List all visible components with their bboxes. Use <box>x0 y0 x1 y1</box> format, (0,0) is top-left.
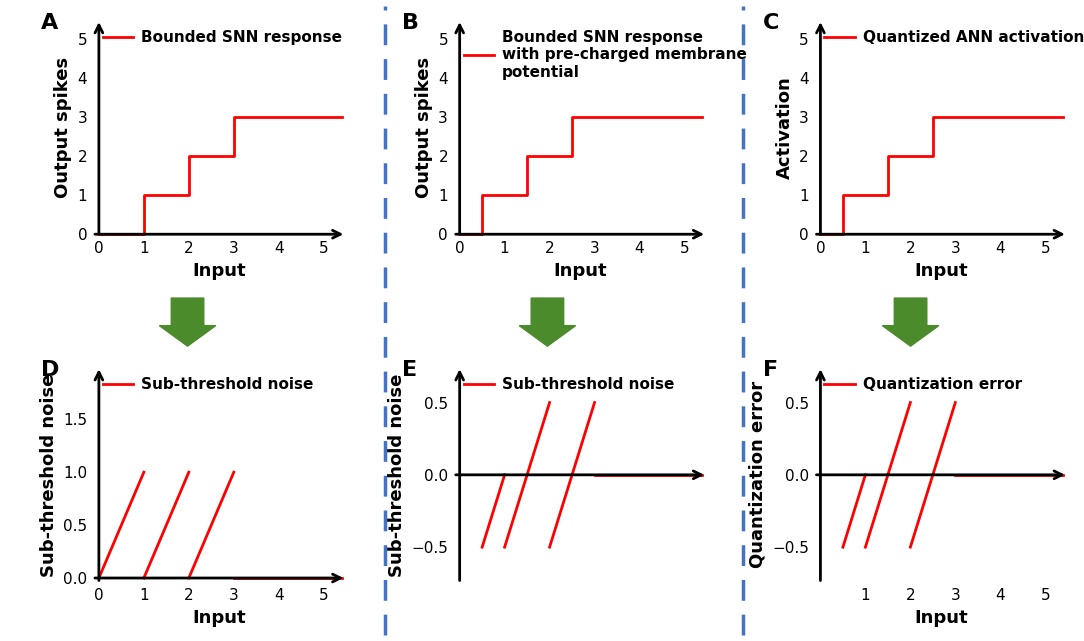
Legend: Bounded SNN response
with pre-charged membrane
potential: Bounded SNN response with pre-charged me… <box>461 27 750 83</box>
Text: C: C <box>763 13 779 33</box>
Y-axis label: Sub-threshold noise: Sub-threshold noise <box>388 373 405 576</box>
X-axis label: Input: Input <box>914 262 968 279</box>
X-axis label: Input: Input <box>192 262 246 279</box>
Y-axis label: Quantization error: Quantization error <box>748 381 766 569</box>
Legend: Quantized ANN activation: Quantized ANN activation <box>822 27 1084 48</box>
Text: A: A <box>41 13 59 33</box>
Text: E: E <box>402 360 417 380</box>
Text: B: B <box>402 13 420 33</box>
Y-axis label: Activation: Activation <box>775 76 793 179</box>
Y-axis label: Output spikes: Output spikes <box>54 57 72 198</box>
Legend: Bounded SNN response: Bounded SNN response <box>100 27 345 48</box>
Legend: Sub-threshold noise: Sub-threshold noise <box>100 374 317 395</box>
X-axis label: Input: Input <box>914 609 968 627</box>
Text: D: D <box>41 360 60 380</box>
Text: F: F <box>763 360 778 380</box>
Legend: Quantization error: Quantization error <box>822 374 1024 395</box>
X-axis label: Input: Input <box>553 262 607 279</box>
Y-axis label: Output spikes: Output spikes <box>415 57 433 198</box>
Y-axis label: Sub-threshold noise: Sub-threshold noise <box>40 373 57 576</box>
X-axis label: Input: Input <box>192 609 246 627</box>
Legend: Sub-threshold noise: Sub-threshold noise <box>461 374 678 395</box>
